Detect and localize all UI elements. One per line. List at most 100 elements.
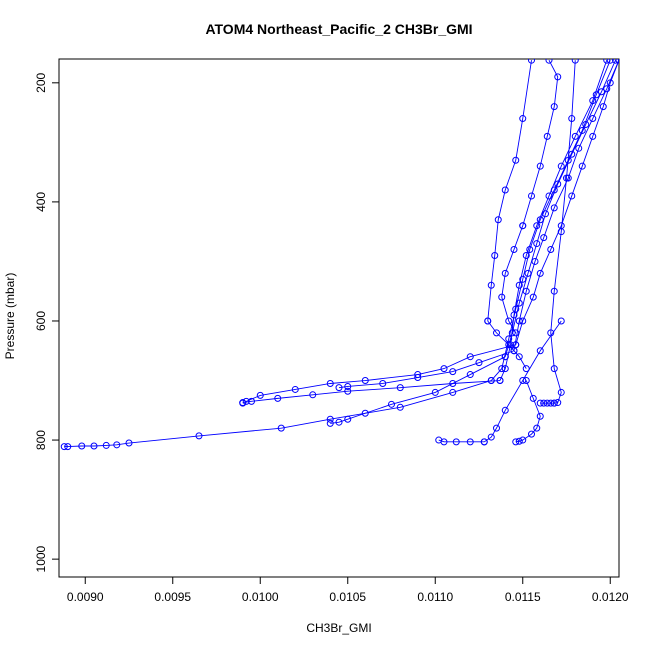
chart-title: ATOM4 Northeast_Pacific_2 CH3Br_GMI — [205, 21, 472, 37]
data-point — [589, 115, 597, 123]
data-point — [531, 257, 539, 265]
data-point — [78, 442, 86, 450]
data-point — [344, 382, 352, 390]
data-point — [494, 216, 502, 224]
data-point — [568, 115, 576, 123]
series-17 — [498, 222, 527, 337]
data-point — [498, 293, 506, 301]
data-point — [125, 439, 133, 447]
series-line — [338, 350, 515, 389]
y-tick-label: 400 — [34, 192, 48, 212]
data-point — [528, 430, 535, 438]
data-point — [505, 317, 513, 325]
series-line — [242, 344, 516, 404]
data-point — [326, 415, 334, 423]
data-point — [606, 59, 614, 64]
series-18 — [484, 59, 535, 325]
data-point — [522, 287, 530, 295]
plot-frame — [58, 58, 620, 578]
y-axis-label: Pressure (mbar) — [3, 273, 17, 360]
data-point — [568, 192, 576, 200]
data-point — [379, 379, 387, 387]
series-15 — [512, 377, 544, 446]
data-point — [510, 347, 518, 355]
data-point — [575, 144, 583, 152]
data-point — [554, 399, 562, 407]
data-point — [475, 359, 483, 367]
data-point — [431, 388, 439, 396]
data-point — [501, 365, 509, 373]
data-point — [452, 438, 460, 446]
series-line — [64, 380, 492, 448]
y-axis-ticks: 200 400 600 800 1000 — [34, 72, 59, 572]
data-point — [550, 365, 558, 373]
series-line — [501, 225, 524, 334]
data-point — [335, 384, 343, 392]
x-tick-label: 0.0115 — [505, 590, 541, 604]
data-point — [491, 251, 499, 259]
data-point — [512, 156, 520, 164]
data-point — [519, 377, 527, 385]
data-point — [603, 85, 611, 93]
data-point — [557, 162, 565, 170]
data-point — [484, 317, 492, 325]
data-point — [396, 384, 404, 392]
series-line — [483, 320, 562, 443]
data-point — [291, 385, 299, 393]
data-point — [239, 399, 247, 407]
data-point — [522, 365, 530, 373]
data-point — [496, 377, 504, 385]
data-point — [536, 162, 544, 170]
data-point — [102, 441, 110, 449]
data-point — [545, 59, 553, 64]
data-point — [547, 399, 555, 407]
data-point — [344, 387, 352, 395]
data-point — [529, 293, 537, 301]
data-point — [510, 246, 518, 254]
data-point — [515, 317, 523, 325]
data-point — [540, 399, 548, 407]
data-point — [440, 365, 448, 373]
data-point — [519, 222, 527, 230]
data-point — [449, 368, 457, 376]
data-point — [512, 438, 520, 446]
data-point — [536, 269, 544, 277]
data-point — [498, 365, 506, 373]
series-line — [487, 60, 532, 322]
series-5 — [501, 59, 619, 361]
data-point — [512, 329, 520, 337]
data-point — [524, 269, 532, 277]
data-point — [449, 388, 457, 396]
data-point — [571, 132, 579, 140]
data-point — [533, 240, 541, 248]
series-8 — [60, 377, 495, 451]
data-point — [60, 443, 68, 451]
data-point — [361, 377, 369, 385]
data-point — [533, 424, 541, 432]
data-point — [557, 388, 565, 396]
data-point — [466, 353, 474, 361]
data-point — [335, 418, 343, 426]
data-point — [414, 374, 422, 382]
data-point — [522, 251, 530, 259]
data-point — [277, 424, 285, 432]
data-point — [536, 347, 544, 355]
data-point — [195, 432, 203, 440]
data-point — [64, 443, 72, 451]
data-point — [487, 281, 495, 289]
data-point — [515, 437, 523, 445]
data-point — [578, 126, 586, 134]
data-point — [519, 275, 527, 283]
data-point — [466, 371, 474, 379]
series-line — [522, 59, 559, 226]
data-point — [615, 59, 619, 64]
data-point — [550, 399, 558, 407]
data-point — [519, 317, 527, 325]
data-point — [510, 311, 518, 319]
data-point — [515, 281, 523, 289]
data-point — [487, 433, 495, 441]
series-14 — [435, 436, 488, 446]
data-point — [493, 424, 500, 432]
data-point — [388, 400, 395, 408]
data-point — [589, 132, 597, 140]
